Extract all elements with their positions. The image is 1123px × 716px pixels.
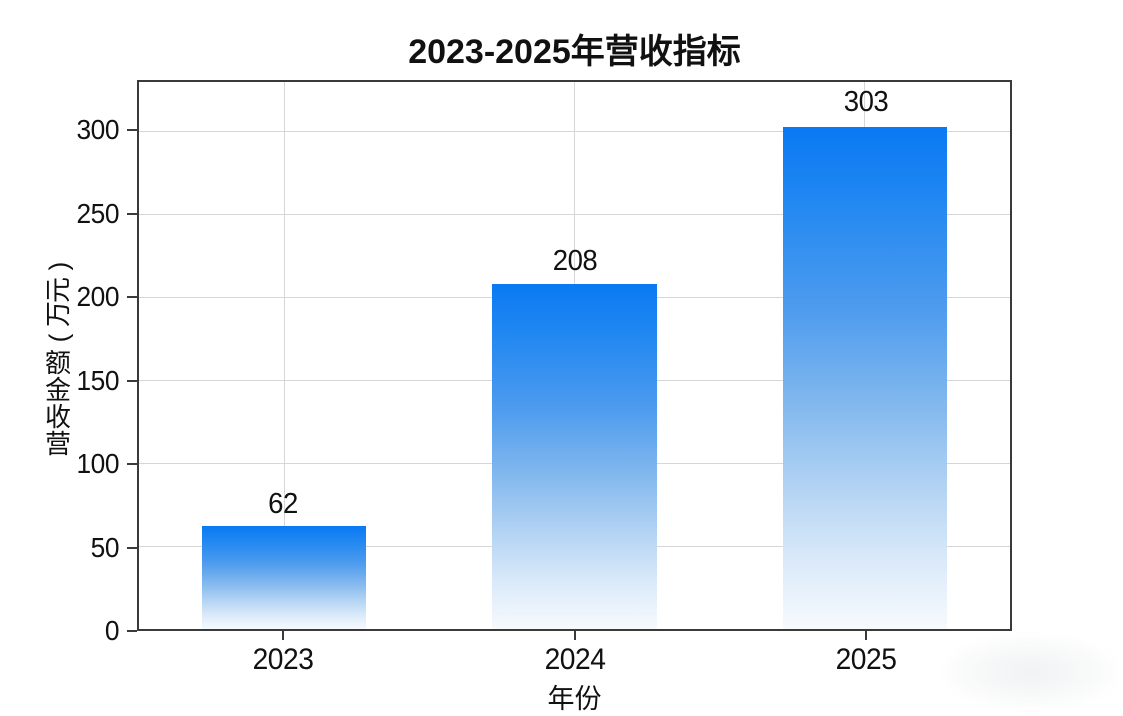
y-tick-mark xyxy=(127,630,137,632)
y-axis-title-char: 金 xyxy=(44,374,71,405)
y-axis-title: ) 元万(额金收营 xyxy=(42,80,74,631)
y-tick-label: 50 xyxy=(90,531,120,563)
x-tick-mark xyxy=(865,631,868,640)
bar-2024 xyxy=(492,284,657,629)
y-tick-mark xyxy=(127,212,137,215)
y-tick-mark xyxy=(127,546,137,549)
x-tick-mark xyxy=(281,631,284,640)
y-tick-mark xyxy=(127,129,137,132)
gridline-vertical xyxy=(283,82,285,629)
watermark xyxy=(945,636,1117,708)
y-axis-title-char: 收 xyxy=(44,401,71,432)
bar-2025 xyxy=(782,126,947,629)
y-axis-title-char: 额 xyxy=(44,347,71,378)
y-axis-title-char: ) xyxy=(42,261,73,270)
bar-value-label: 208 xyxy=(552,244,597,277)
bar-2023 xyxy=(202,526,367,629)
y-axis-title-char: ( xyxy=(42,333,73,342)
x-axis-title: 年份 xyxy=(547,684,602,714)
y-tick-label: 200 xyxy=(76,281,119,313)
y-tick-label: 100 xyxy=(76,448,119,480)
x-tick-label: 2025 xyxy=(835,643,897,676)
bar-value-label: 62 xyxy=(267,488,298,521)
bar-value-label: 303 xyxy=(843,86,889,119)
y-tick-mark xyxy=(127,463,137,466)
y-tick-mark xyxy=(127,379,137,382)
y-tick-mark xyxy=(127,296,137,299)
chart-title: 2023-2025年营收指标 xyxy=(408,33,741,71)
y-tick-label: 0 xyxy=(104,615,120,646)
y-tick-label: 150 xyxy=(76,364,119,396)
plot-area xyxy=(137,80,1012,631)
x-tick-label: 2024 xyxy=(544,643,605,676)
y-tick-label: 300 xyxy=(76,114,119,146)
x-tick-label: 2023 xyxy=(252,643,314,676)
y-axis-title-char: 营 xyxy=(44,428,71,459)
x-tick-mark xyxy=(573,631,576,640)
y-tick-label: 250 xyxy=(76,197,119,229)
